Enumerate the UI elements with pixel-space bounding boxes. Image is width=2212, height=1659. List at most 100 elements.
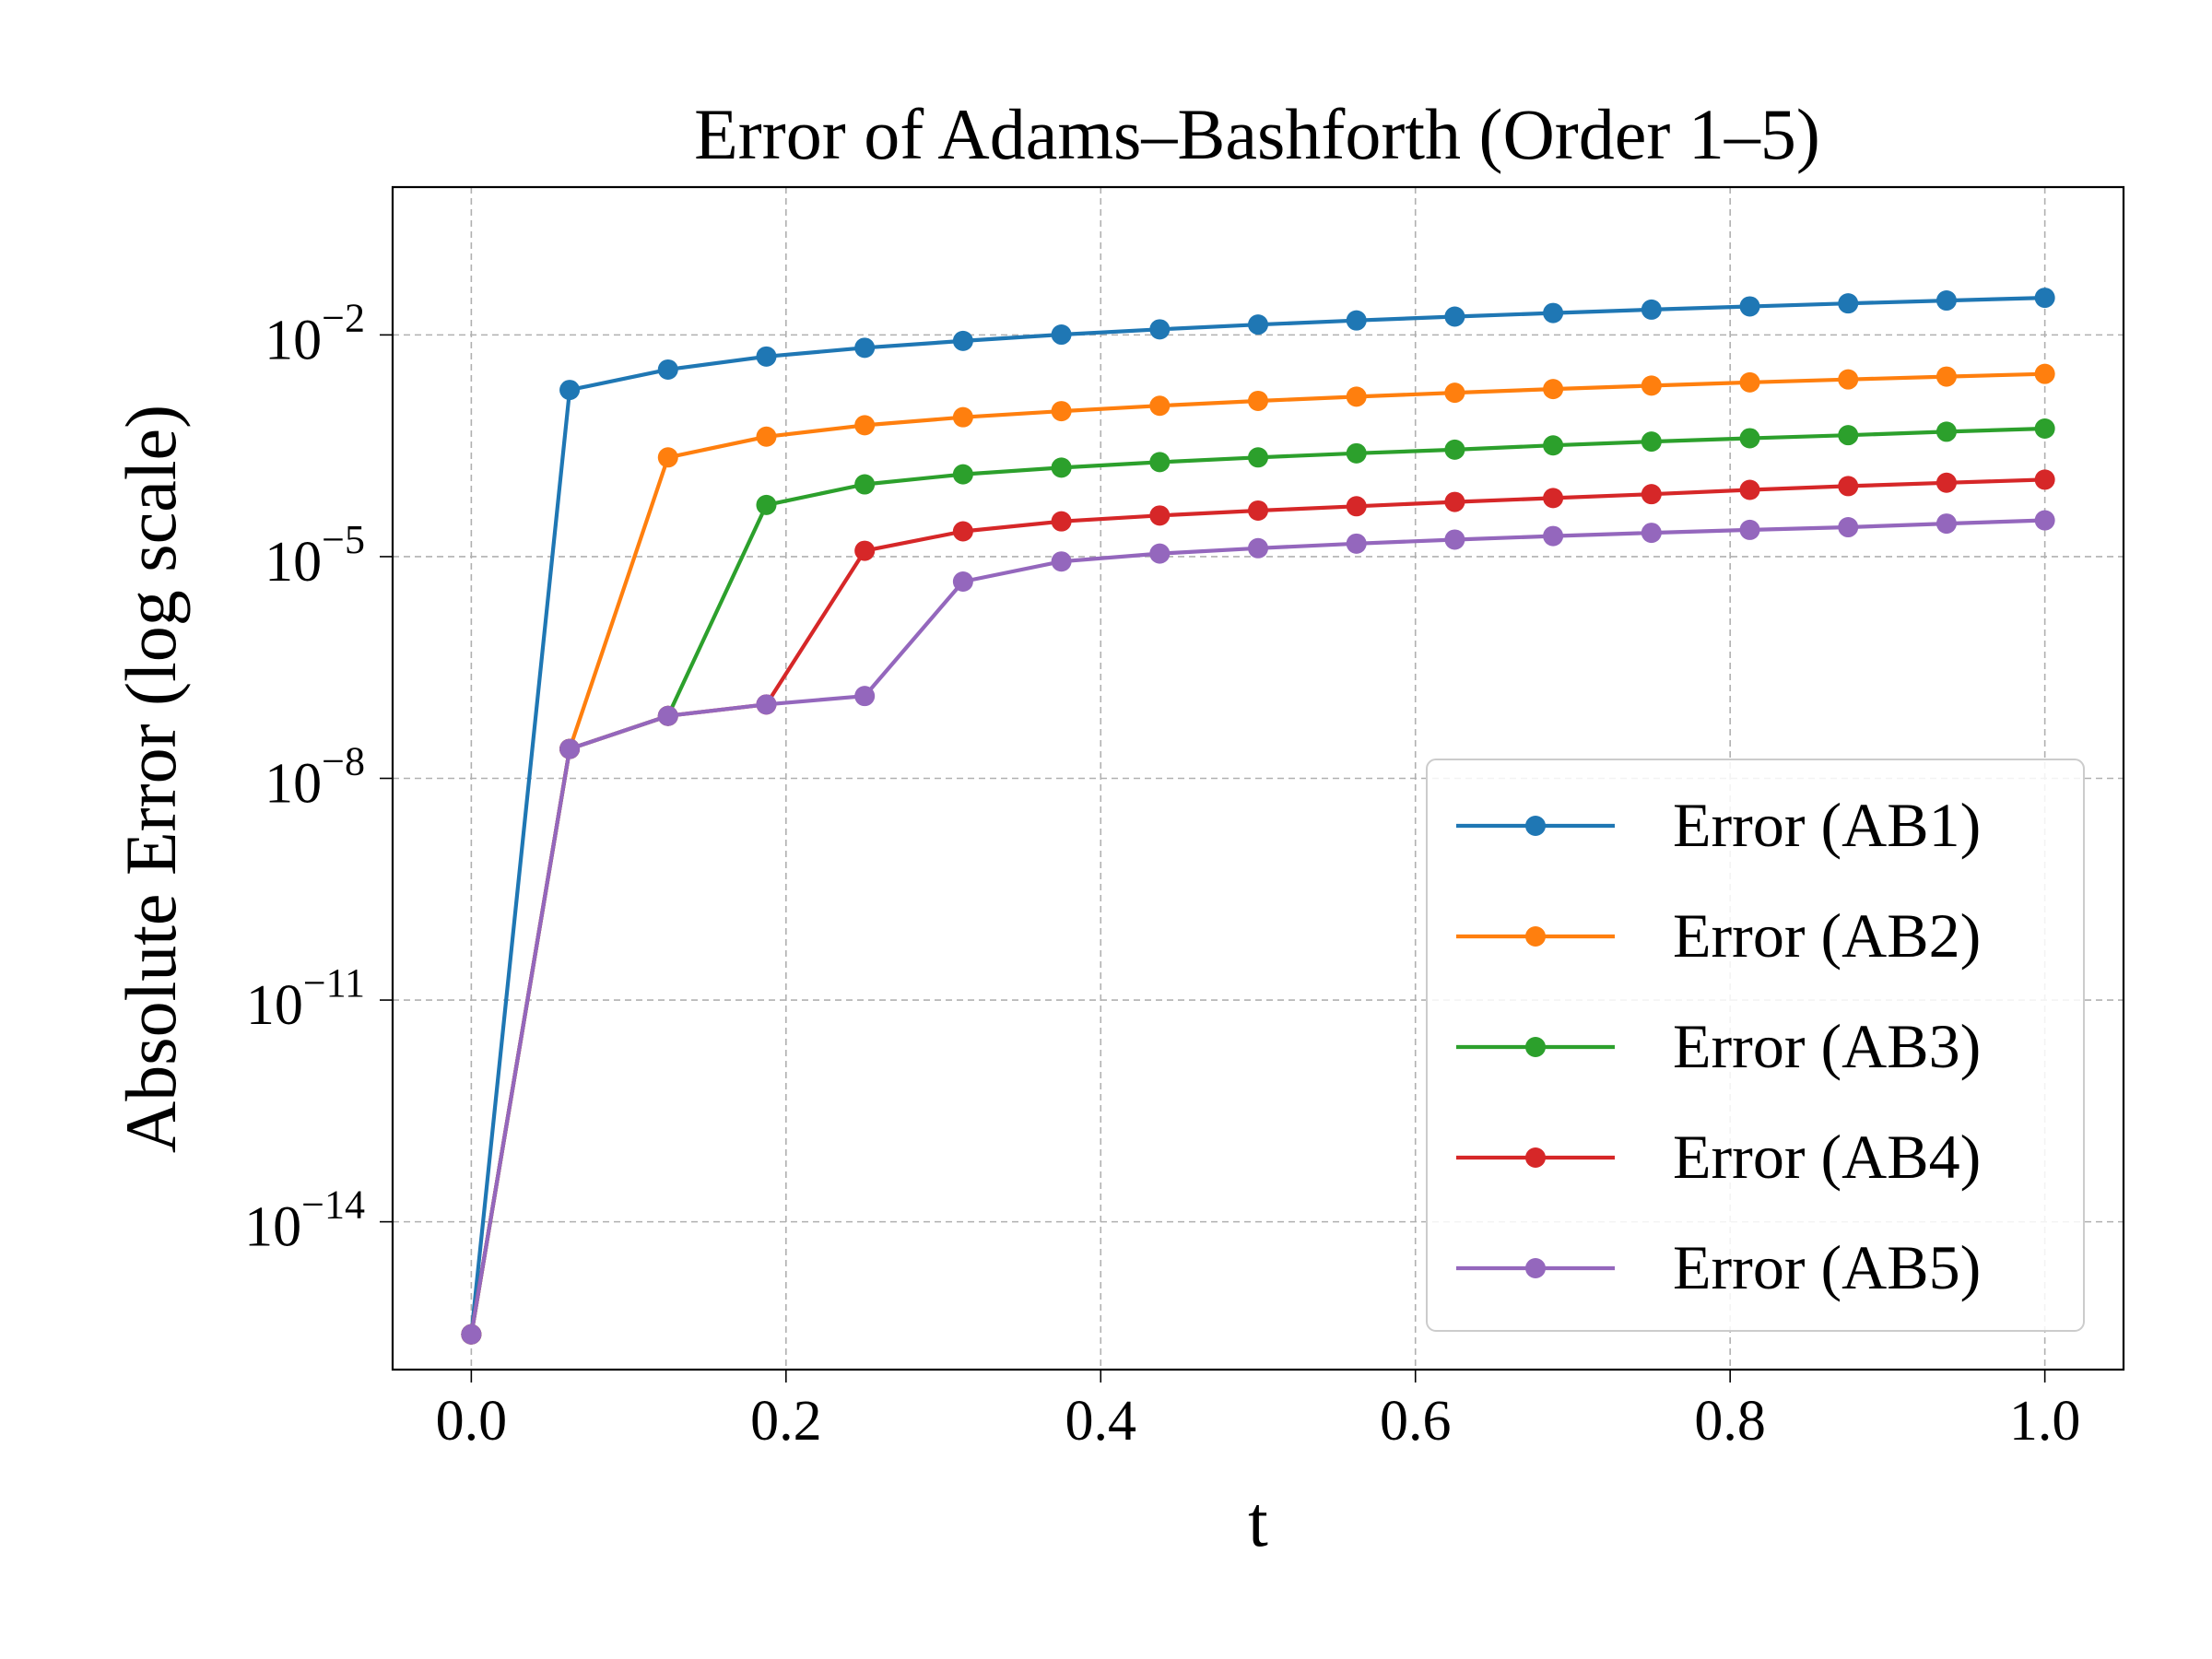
data-point (952, 571, 973, 592)
data-point (1543, 525, 1564, 547)
data-point (1149, 319, 1171, 340)
legend-swatch-marker (1525, 1037, 1546, 1057)
y-tick-label-base: 10 (265, 753, 322, 816)
data-point (1936, 472, 1957, 493)
legend-swatch-marker (1525, 1147, 1546, 1168)
y-tick-label-exponent: −5 (322, 517, 365, 562)
data-point (1248, 537, 1268, 559)
data-point (756, 494, 777, 515)
data-point (854, 474, 876, 495)
data-point (756, 694, 777, 715)
data-point (1641, 431, 1662, 453)
data-point (1248, 500, 1268, 521)
data-point (854, 686, 876, 707)
data-point (1248, 314, 1268, 335)
data-point (1346, 533, 1367, 554)
y-axis-label: Absolute Error (log scale) (111, 405, 191, 1153)
data-point (657, 447, 678, 468)
data-point (657, 705, 678, 726)
data-point (1936, 421, 1957, 442)
x-axis-label: t (1248, 1481, 1268, 1561)
data-point (1641, 523, 1662, 544)
y-tick-label-base: 10 (265, 309, 322, 371)
y-tick-label: 10−14 (244, 1182, 365, 1259)
data-point (2034, 418, 2055, 440)
y-tick-label: 10−2 (265, 295, 365, 371)
data-point (2034, 510, 2055, 531)
data-point (952, 521, 973, 542)
legend-label: Error (AB5) (1673, 1232, 1981, 1302)
data-point (1739, 479, 1760, 500)
legend-item: Error (AB2) (1456, 900, 1981, 971)
data-point (1149, 543, 1171, 564)
y-tick-label-exponent: −11 (303, 960, 365, 1006)
data-point (1543, 435, 1564, 456)
data-point (1346, 386, 1367, 407)
chart-title: Error of Adams–Bashforth (Order 1–5) (694, 94, 1820, 174)
data-point (2034, 363, 2055, 384)
data-point (1051, 551, 1072, 572)
data-point (1248, 447, 1268, 468)
data-point (657, 359, 678, 380)
legend-swatch-marker (1525, 1258, 1546, 1278)
legend-item: Error (AB3) (1456, 1011, 1981, 1081)
y-tick-label-exponent: −2 (322, 295, 365, 340)
plot-series (461, 288, 2055, 1345)
data-point (1641, 484, 1662, 505)
legend-item: Error (AB1) (1456, 790, 1981, 860)
series-2 (461, 363, 2055, 1345)
legend-item: Error (AB5) (1456, 1232, 1981, 1302)
data-point (2034, 288, 2055, 309)
legend-label: Error (AB3) (1673, 1011, 1981, 1081)
data-point (952, 464, 973, 485)
data-point (559, 380, 581, 401)
data-point (1051, 401, 1072, 422)
data-point (1739, 296, 1760, 317)
data-point (1444, 491, 1465, 512)
data-point (1936, 513, 1957, 535)
data-point (854, 337, 876, 359)
data-point (1149, 395, 1171, 417)
data-point (1346, 310, 1367, 331)
y-tick-label: 10−11 (246, 960, 365, 1037)
y-tick-label-base: 10 (244, 1196, 301, 1259)
data-point (1543, 379, 1564, 400)
plot-frame (391, 185, 2125, 1371)
data-point (1444, 382, 1465, 404)
legend-label: Error (AB1) (1673, 790, 1981, 860)
data-point (756, 426, 777, 447)
legend-swatch-marker (1525, 926, 1546, 947)
x-tick-label: 0.0 (436, 1390, 508, 1453)
data-point (1936, 290, 1957, 312)
data-point (1346, 442, 1367, 464)
data-point (1936, 366, 1957, 387)
data-point (1051, 457, 1072, 478)
data-point (1739, 371, 1760, 393)
data-point (854, 415, 876, 436)
data-point (1739, 519, 1760, 540)
y-tick-label-base: 10 (246, 974, 303, 1037)
data-point (952, 330, 973, 351)
data-point (1149, 452, 1171, 473)
legend-frame (1426, 759, 2085, 1332)
data-point (756, 346, 777, 367)
data-point (1543, 488, 1564, 509)
y-tick-label: 10−5 (265, 517, 365, 594)
legend-label: Error (AB4) (1673, 1122, 1981, 1192)
data-point (1838, 369, 1859, 390)
data-point (1543, 302, 1564, 324)
y-tick-label-base: 10 (265, 531, 322, 594)
data-point (1444, 306, 1465, 327)
data-point (854, 540, 876, 561)
data-point (1051, 324, 1072, 346)
data-point (1248, 390, 1268, 411)
legend: Error (AB1) Error (AB2) Error (AB3) Error (… (1426, 759, 2085, 1332)
y-tick-label: 10−8 (265, 739, 365, 816)
data-point (1641, 299, 1662, 320)
data-point (1149, 505, 1171, 526)
data-point (1838, 476, 1859, 497)
x-tick-label: 1.0 (2009, 1390, 2081, 1453)
data-point (559, 738, 581, 759)
legend-swatch-marker (1525, 816, 1546, 836)
